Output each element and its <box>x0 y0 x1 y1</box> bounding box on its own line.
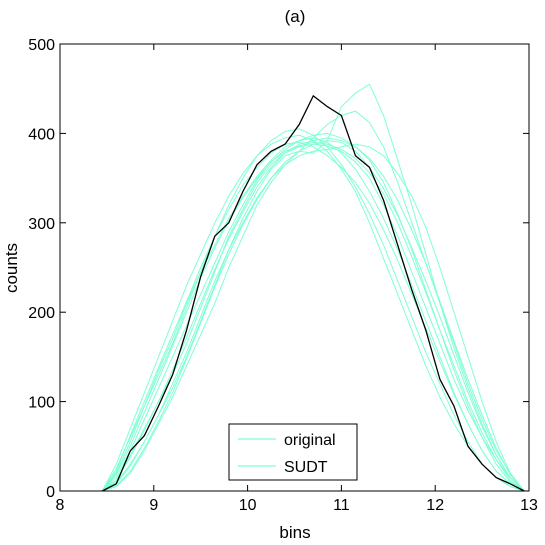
x-axis-label: bins <box>279 523 310 542</box>
y-tick-label: 200 <box>28 305 55 322</box>
x-tick-label: 10 <box>239 497 257 514</box>
y-tick-label: 500 <box>28 37 55 54</box>
x-tick-label: 11 <box>333 497 350 514</box>
chart-title: (a) <box>285 7 306 26</box>
legend: original SUDT <box>228 423 358 481</box>
plot-frame <box>59 43 530 492</box>
series-line-original-5 <box>101 132 525 492</box>
series-line-original-9 <box>101 141 525 492</box>
y-tick-label: 100 <box>28 395 55 412</box>
series-line-original-7 <box>101 137 525 492</box>
series-line-sudt-12 <box>101 94 525 492</box>
x-tick-label: 12 <box>426 497 444 514</box>
y-tick-label: 0 <box>46 484 55 501</box>
series-line-original-3 <box>101 83 525 492</box>
y-axis-label: counts <box>2 243 21 293</box>
y-tick-label: 400 <box>28 126 55 143</box>
legend-label-sudt: SUDT <box>284 459 328 476</box>
series-line-original-8 <box>101 137 525 492</box>
x-tick-label: 13 <box>520 497 538 514</box>
series-line-original-11 <box>101 141 525 492</box>
legend-label-original: original <box>284 432 336 449</box>
series-line-original-10 <box>102 140 525 492</box>
x-tick-label: 9 <box>149 497 158 514</box>
series-line-original-6 <box>101 143 525 492</box>
x-tick-label: 8 <box>56 497 65 514</box>
legend-box <box>228 423 358 481</box>
ticks-layer: 8 9 10 11 12 13 0 100 200 300 400 500 <box>28 37 538 514</box>
series-layer <box>101 83 525 492</box>
y-tick-label: 300 <box>28 216 55 233</box>
